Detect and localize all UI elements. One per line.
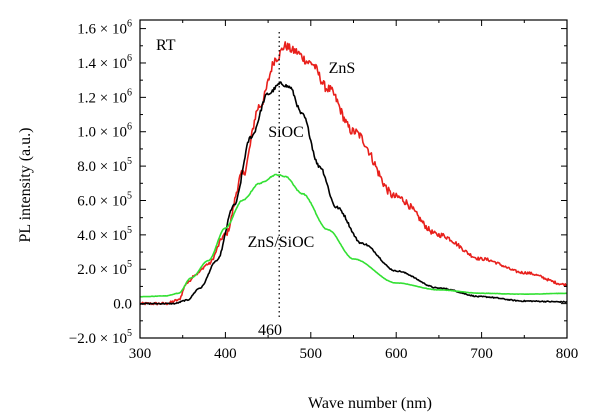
y-axis-title: PL intensity (a.u.) [17,128,34,243]
condition-label: RT [156,37,176,54]
series-line-zns-sioc [140,173,568,298]
series-label-sioc: SiOC [268,124,304,141]
series-label-zns: ZnS [329,60,356,77]
y-tick-label: 6.0 × 105 [77,190,132,209]
y-tick-label: 1.4 × 106 [77,53,132,72]
series-label-zns-sioc: ZnS/SiOC [248,234,315,251]
x-tick-label: 800 [556,346,579,362]
x-tick-label: 600 [385,346,408,362]
x-tick-label: 700 [470,346,493,362]
x-axis-ticks: 300 400 500 600 700 800 [129,20,579,362]
y-tick-label: 0.0 [113,297,132,313]
y-tick-label: 8.0 × 105 [77,156,132,175]
series-line-zns [139,41,568,306]
x-tick-label: 400 [214,346,237,362]
y-tick-label: 1.6 × 106 [77,19,132,38]
y-axis-ticks: −2.0 × 105 0.0 2.0 × 105 4.0 × 105 6.0 × 105… [69,19,567,347]
x-tick-label: 300 [129,346,152,362]
plot-area: ZnS SiOC ZnS/SiOC [139,19,568,339]
y-tick-label: 1.0 × 106 [77,122,132,141]
y-tick-label: 4.0 × 105 [77,225,132,244]
x-tick-label: 500 [300,346,323,362]
y-tick-label: 1.2 × 106 [77,87,132,106]
x-axis-title: Wave number (nm) [308,395,432,412]
y-tick-label: −2.0 × 105 [69,328,132,347]
series-line-sioc [139,81,568,305]
y-tick-label: 2.0 × 105 [77,259,132,278]
peak-line-label: 460 [258,322,282,339]
